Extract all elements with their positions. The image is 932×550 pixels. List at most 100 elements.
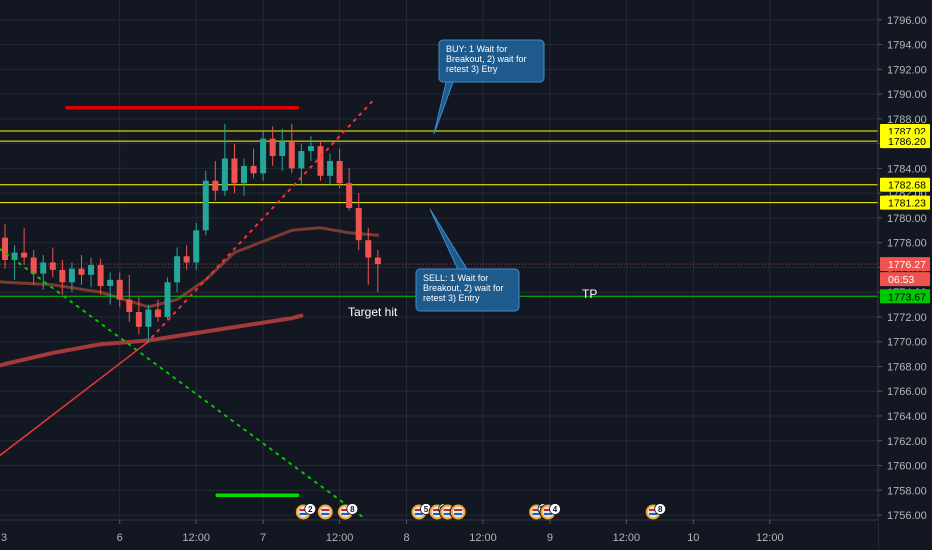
event-flag-stripe [532,509,541,511]
event-flag-stripe [299,513,308,515]
time-tick-label: 3 [1,532,7,544]
moving-average-line [0,226,380,309]
candle-body [183,256,190,263]
price-tag-background [880,272,930,287]
event-count-badge [549,503,561,515]
event-flag-stripe [649,513,658,515]
candle [202,170,209,236]
candle [327,153,334,186]
candle-body [30,257,37,274]
candle-body [145,309,152,327]
event-count-label: 5 [424,505,429,514]
candle [154,299,161,322]
event-flag-stripe [414,509,423,511]
candle-body [307,146,314,152]
candle-body [40,262,47,274]
price-tag: 1773.67 [880,289,930,304]
price-tag-background [880,177,930,192]
time-tick-label: 7 [260,532,266,544]
price-tag: 1781.23 [880,195,930,210]
candle [78,255,85,285]
price-tags: 1787.021786.201782.681781.231776.2706:53… [880,123,930,304]
candle-body [231,158,238,184]
candle-body [49,262,56,270]
candle-body [116,279,123,300]
candle [40,255,47,290]
candle [298,143,305,186]
event-flag-stripe [544,509,553,511]
candle-body [107,279,114,286]
candle-body [174,256,181,283]
price-tick-label: 1762.00 [887,436,927,448]
sell-callout-line-3: retest 3) Entry [423,293,480,303]
time-axis[interactable]: 3 6 12:00 7 12:00 8 12:00 9 12:00 10 12:00 [0,519,878,550]
time-tick-label: 12:00 [613,532,641,544]
time-axis-ticks: 3 6 12:00 7 12:00 8 12:00 9 12:00 10 12:00 [1,520,784,544]
event-flag-stripe [454,513,463,515]
time-tick-label: 9 [547,532,553,544]
candle [336,148,343,189]
event-count-label: 4 [553,505,558,514]
price-axis[interactable]: 1756.00 1758.00 1760.00 1762.00 1764.00 1766.… [877,0,932,550]
candle-body [97,264,104,286]
candle [269,126,276,166]
time-tick-label: 12:00 [469,532,497,544]
buy-callout[interactable]: BUY: 1 Wait for Breakout, 2) wait for re… [433,39,545,135]
candle-body [164,282,171,317]
candle-body [68,268,75,283]
event-flag [449,503,467,521]
price-tag-label: 1781.23 [888,198,926,210]
price-tag-label: 1776.27 [888,259,926,271]
price-tick-label: 1770.00 [887,337,927,349]
price-tick-label: 1766.00 [887,386,927,398]
candle [126,274,133,322]
candle-body [221,158,228,191]
candle [164,277,171,320]
event-markers[interactable]: 285142748 [294,503,667,521]
candle-body [346,183,353,208]
event-flag: 8 [336,503,359,521]
candles [2,123,381,343]
candle [279,128,286,171]
sell-callout[interactable]: SELL: 1 Wait for Breakout, 2) wait for r… [415,208,520,312]
price-tick-label: 1796.00 [887,15,927,27]
event-count-badge [304,503,317,515]
price-tick-label: 1790.00 [887,89,927,101]
candle [2,224,8,269]
drawn-line [0,342,148,457]
event-flag-stripe [433,509,442,511]
candle [68,262,75,293]
candle-body [212,180,219,191]
price-tick-label: 1756.00 [887,510,927,522]
candle [107,272,114,305]
time-tick-label: 6 [117,532,123,544]
candle-body [135,312,142,327]
price-tick-label: 1758.00 [887,485,927,497]
candle [250,148,257,179]
candle-body [154,309,161,317]
buy-callout-line-3: retest 3) Etry [446,64,498,74]
candle-body [250,165,257,174]
candle-body [88,264,95,275]
event-flag-stripe [414,513,423,515]
candle [11,245,18,280]
event-flag [316,503,334,521]
price-tag: 1786.20 [880,134,930,149]
candle-body [241,165,247,184]
event-flag-stripe [341,509,350,511]
price-tick-label: 1784.00 [887,163,927,175]
candle [145,304,152,343]
buy-callout-line-1: BUY: 1 Wait for [446,44,507,54]
time-tick-label: 8 [403,532,409,544]
candle-body [260,138,267,174]
price-tick-label: 1780.00 [887,213,927,225]
price-tag: 1782.68 [880,177,930,192]
target-hit-label: Target hit [348,305,398,319]
candle [365,227,372,285]
candle-body [202,180,209,231]
price-tag-background [880,289,930,304]
candle-body [355,208,362,241]
event-flag-stripe [532,513,541,515]
price-tag-label: 1782.68 [888,180,926,192]
